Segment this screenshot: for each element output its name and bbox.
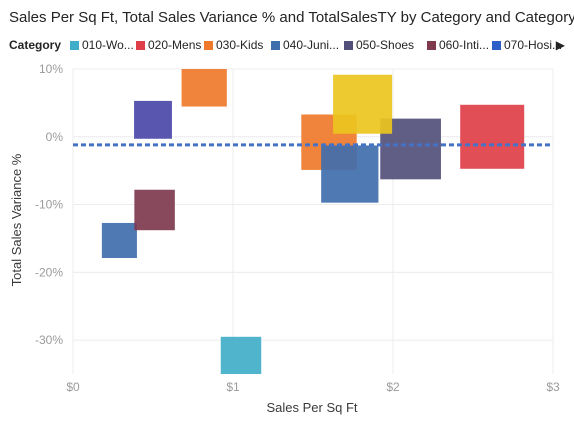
legend: Category 010-Wo... 020-Mens 030-Kids 040-Ju… <box>9 37 569 55</box>
y-tick-label: 10% <box>39 62 63 76</box>
legend-label: 050-Shoes <box>356 38 415 52</box>
legend-label: 060-Inti... <box>439 38 490 52</box>
y-tick-label: -30% <box>35 333 63 347</box>
legend-item[interactable]: 040-Juni... <box>271 38 339 52</box>
legend-item[interactable]: 050-Shoes <box>344 38 414 52</box>
legend-swatch <box>204 41 213 50</box>
chevron-right-icon[interactable]: ▶ <box>555 38 565 52</box>
y-axis-label: Total Sales Variance % <box>9 153 24 286</box>
legend-label: 030-Kids <box>216 38 264 52</box>
data-points <box>101 69 525 374</box>
data-point[interactable] <box>333 74 393 134</box>
y-tick-label: -20% <box>35 265 63 279</box>
legend-item[interactable]: 060-Inti... <box>427 38 489 52</box>
legend-label: 070-Hosi... <box>504 38 563 52</box>
x-tick-label: $2 <box>386 380 400 394</box>
x-tick-label: $1 <box>226 380 240 394</box>
data-point[interactable] <box>321 145 379 203</box>
chart-title: Sales Per Sq Ft, Total Sales Variance % … <box>9 9 574 26</box>
data-point[interactable] <box>181 69 227 107</box>
legend-item[interactable]: 010-Wo... <box>70 38 134 52</box>
legend-label: 040-Juni... <box>283 38 340 52</box>
legend-swatch <box>344 41 353 50</box>
data-point[interactable] <box>460 104 525 169</box>
x-tick-label: $3 <box>546 380 560 394</box>
legend-label: 010-Wo... <box>82 38 134 52</box>
legend-title: Category <box>9 38 62 52</box>
x-axis-label: Sales Per Sq Ft <box>266 400 357 415</box>
y-axis-ticks: 10% 0% -10% -20% -30% <box>35 62 63 347</box>
legend-item[interactable]: 020-Mens <box>136 38 201 52</box>
x-tick-label: $0 <box>66 380 80 394</box>
legend-swatch <box>136 41 145 50</box>
data-point[interactable] <box>220 336 262 374</box>
legend-swatch <box>492 41 501 50</box>
x-axis-ticks: $0 $1 $2 $3 <box>66 380 560 394</box>
legend-swatch <box>271 41 280 50</box>
gridlines <box>72 68 554 374</box>
legend-swatch <box>70 41 79 50</box>
y-tick-label: -10% <box>35 198 63 212</box>
y-tick-label: 0% <box>46 130 64 144</box>
data-point[interactable] <box>134 189 175 231</box>
data-point[interactable] <box>134 100 172 139</box>
legend-swatch <box>427 41 436 50</box>
legend-label: 020-Mens <box>148 38 202 52</box>
legend-item[interactable]: 070-Hosi... <box>492 38 562 52</box>
legend-item[interactable]: 030-Kids <box>204 38 263 52</box>
data-point[interactable] <box>101 222 137 259</box>
